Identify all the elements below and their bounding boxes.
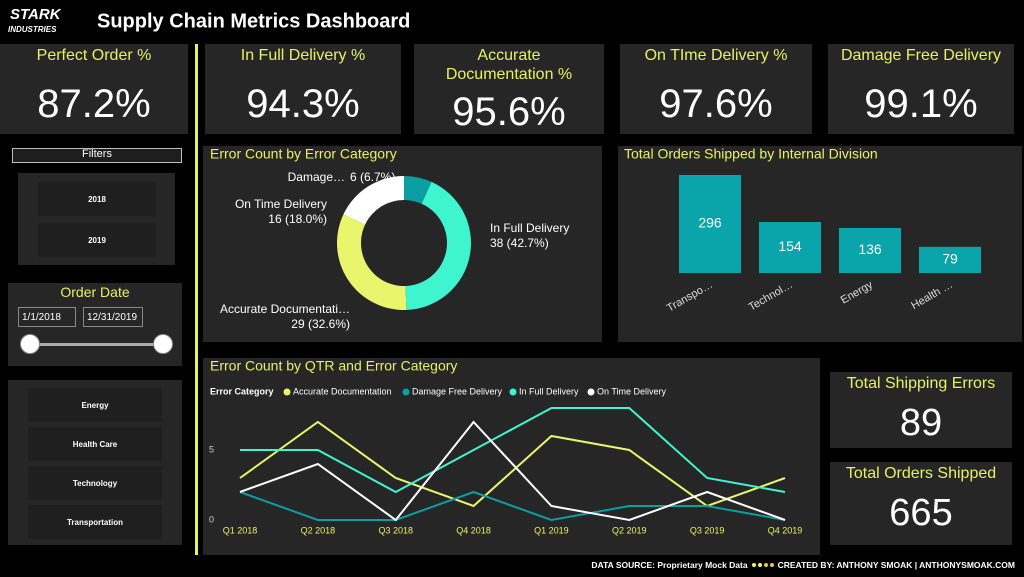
x-tick-label: Q3 2018 — [378, 525, 413, 535]
slice-value-label: 16 (18.0%) — [268, 212, 327, 226]
legend-swatch — [587, 388, 595, 396]
slice-label: Accurate Documentati… — [220, 302, 350, 316]
order-date-title: Order Date — [60, 284, 130, 300]
division-option[interactable]: Health Care — [28, 427, 162, 461]
kpi-label: On TIme Delivery % — [644, 47, 788, 64]
bar — [839, 227, 901, 273]
slice-label: On Time Delivery — [235, 197, 327, 211]
filters-title: Filters — [82, 148, 112, 160]
dashboard-title: Supply Chain Metrics Dashboard — [97, 10, 410, 32]
x-tick-label: Q1 2019 — [534, 525, 569, 535]
logo: INDUSTRIES — [8, 25, 57, 34]
dot — [769, 563, 774, 567]
x-tick-label: Transpo… — [665, 279, 715, 315]
dot — [763, 563, 768, 567]
total-label: Total Shipping Errors — [846, 375, 996, 392]
donut-slice — [405, 181, 471, 310]
division-option[interactable]: Transportation — [28, 505, 162, 539]
x-tick-label: Q1 2018 — [223, 525, 258, 535]
chart-title: Total Orders Shipped by Internal Divisio… — [624, 146, 878, 162]
x-tick-label: Q2 2019 — [612, 525, 647, 535]
x-tick-label: Q4 2019 — [768, 525, 803, 535]
chart-title: Error Count by QTR and Error Category — [210, 358, 457, 374]
year-option[interactable]: 2018 — [38, 182, 156, 216]
kpi-value: 97.6% — [659, 82, 773, 126]
donut-slice — [336, 214, 407, 310]
donut-slice — [343, 176, 404, 225]
kpi-label: Perfect Order % — [36, 47, 152, 64]
slice-value-label: 29 (32.6%) — [291, 317, 350, 331]
order-date-slicer — [8, 283, 182, 366]
footer: DATA SOURCE: Proprietary Mock Data CREAT… — [591, 560, 1015, 570]
kpi-label: Accurate Documentation % — [445, 47, 573, 83]
legend-swatch — [402, 388, 410, 396]
bar-value-label: 136 — [858, 241, 882, 257]
divider — [195, 44, 198, 555]
legend-swatch — [283, 388, 291, 396]
total-card: Total Orders Shipped 665 — [830, 462, 1012, 545]
dot — [757, 563, 762, 567]
kpi-label: In Full Delivery % — [240, 47, 366, 64]
bar-value-label: 296 — [698, 215, 722, 231]
kpi-card: Perfect Order % 87.2% — [0, 44, 188, 134]
kpi-card: In Full Delivery % 94.3% — [205, 44, 401, 134]
bar — [679, 175, 741, 273]
total-value: 89 — [899, 402, 943, 444]
x-tick-label: Q3 2019 — [690, 525, 725, 535]
bar-value-label: 79 — [942, 251, 958, 267]
y-tick-label: 0 — [209, 514, 214, 524]
x-tick-label: Q4 2018 — [456, 525, 491, 535]
slice-label: Damage… — [288, 170, 345, 184]
bar — [919, 246, 981, 273]
slice-value-label: 6 (6.7%) — [350, 170, 395, 184]
year-option[interactable]: 2019 — [38, 223, 156, 257]
total-label: Total Orders Shipped — [845, 465, 997, 482]
series-line — [239, 490, 786, 522]
y-tick-label: 5 — [209, 444, 214, 454]
total-card: Total Shipping Errors 89 — [830, 372, 1012, 448]
bar-value-label: 154 — [778, 238, 802, 254]
x-tick-label: Q2 2018 — [301, 525, 336, 535]
slider-handle[interactable] — [20, 334, 40, 354]
bar — [759, 222, 821, 273]
series-line — [239, 420, 786, 522]
legend-label: Damage Free Delivery — [412, 386, 503, 396]
kpi-card: Accurate Documentation % 95.6% — [414, 44, 604, 134]
x-tick-label: Health … — [909, 279, 955, 312]
kpi-label: Damage Free Delivery — [840, 47, 1002, 64]
kpi-card: Damage Free Delivery 99.1% — [828, 44, 1014, 134]
footer-dots — [751, 563, 774, 567]
total-value: 665 — [889, 492, 953, 534]
donut-slice — [404, 176, 432, 204]
dot — [751, 563, 756, 567]
footer-source: DATA SOURCE: Proprietary Mock Data — [591, 560, 748, 570]
filters-header — [12, 148, 182, 163]
date-to[interactable]: 12/31/2019 — [83, 307, 143, 327]
legend-title: Error Category — [210, 386, 274, 396]
kpi-value: 95.6% — [452, 90, 566, 134]
slider-track — [30, 343, 163, 346]
kpi-card: On TIme Delivery % 97.6% — [620, 44, 812, 134]
division-option[interactable]: Technology — [28, 466, 162, 500]
kpi-value: 87.2% — [37, 82, 151, 126]
kpi-value: 94.3% — [246, 82, 360, 126]
footer-credit: CREATED BY: ANTHONY SMOAK | ANTHONYSMOAK… — [777, 560, 1015, 570]
division-option[interactable]: Energy — [28, 388, 162, 422]
legend-label: Accurate Documentation — [293, 386, 392, 396]
chart-title: Error Count by Error Category — [210, 146, 397, 162]
series-line — [240, 407, 786, 494]
legend-swatch — [509, 388, 517, 396]
x-tick-label: Technol… — [747, 279, 795, 314]
logo: STARK — [10, 6, 62, 23]
slider-handle[interactable] — [153, 334, 173, 354]
legend-label: In Full Delivery — [519, 386, 579, 396]
legend-label: On Time Delivery — [597, 386, 667, 396]
x-tick-label: Energy — [839, 278, 876, 306]
slice-label: In Full Delivery — [490, 221, 569, 235]
date-from[interactable]: 1/1/2018 — [18, 307, 76, 327]
kpi-value: 99.1% — [864, 82, 978, 126]
slice-value-label: 38 (42.7%) — [490, 236, 549, 250]
